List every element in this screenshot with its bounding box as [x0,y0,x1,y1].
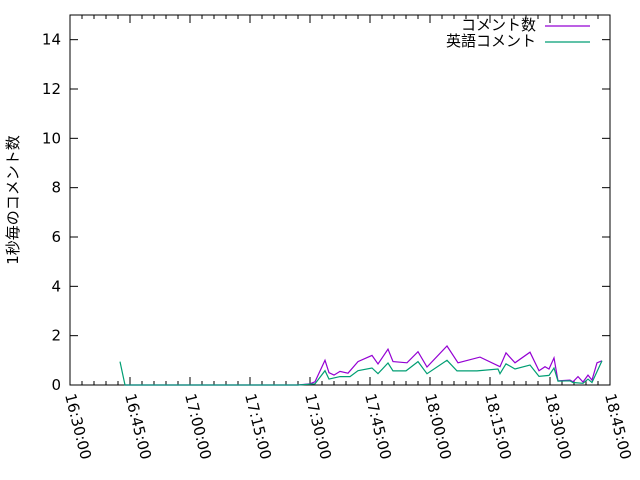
y-axis-label: 1秒毎のコメント数 [4,135,22,265]
x-tick-label: 16:30:00 [61,392,95,462]
y-tick-label: 0 [51,376,61,394]
x-tick-label: 18:45:00 [601,392,635,462]
series-line-0 [125,345,603,386]
axes [69,14,611,386]
x-tick-label: 18:15:00 [481,392,515,462]
x-tick-label: 17:45:00 [361,392,395,462]
series-line-1 [119,359,603,386]
y-tick-label: 12 [42,80,61,98]
y-tick-label: 2 [51,327,61,345]
legend: コメント数 英語コメント [446,16,590,50]
y-tick-label: 10 [42,129,61,147]
y-tick-label: 8 [51,179,61,197]
y-tick-label: 6 [51,228,61,246]
legend-label-1: 英語コメント [446,32,536,50]
plot-border [69,14,611,386]
y-axis-ticks: 0 2 4 6 8 10 12 14 [42,31,610,394]
x-tick-label: 17:30:00 [301,392,335,462]
series-lines [119,345,603,386]
x-tick-label: 16:45:00 [121,392,155,462]
y-tick-label: 4 [51,277,61,295]
x-tick-label: 18:30:00 [541,392,575,462]
x-axis-ticks: 16:30:00 16:45:00 17:00:00 17:15:00 17:30:00… [61,15,635,461]
x-tick-label: 17:00:00 [181,392,215,462]
x-tick-label: 18:00:00 [421,392,455,462]
y-tick-label: 14 [42,31,61,49]
x-tick-label: 17:15:00 [241,392,275,462]
legend-label-0: コメント数 [461,16,536,34]
